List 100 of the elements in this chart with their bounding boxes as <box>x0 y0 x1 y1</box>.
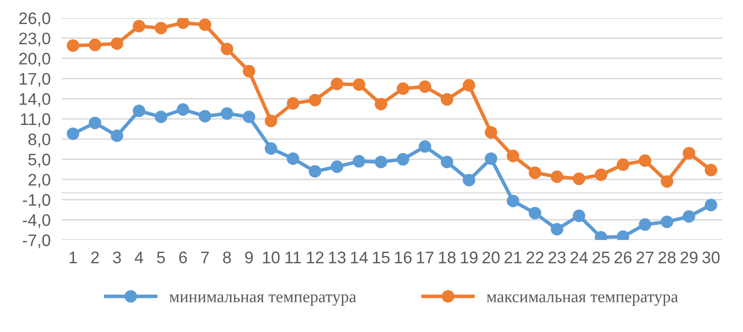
point <box>154 110 168 124</box>
point <box>374 98 388 110</box>
point <box>440 156 454 168</box>
y-tick-label: 14,0 <box>20 93 50 107</box>
point <box>418 140 432 153</box>
point <box>550 170 564 184</box>
x-tick-label: 24 <box>570 252 588 264</box>
point <box>484 152 498 165</box>
point <box>572 172 586 186</box>
x-tick-label: 29 <box>680 252 698 264</box>
x-tick-label: 3 <box>113 252 121 264</box>
x-tick-label: 5 <box>157 252 165 264</box>
point <box>704 164 718 176</box>
y-tick-label: 2,0 <box>28 174 50 188</box>
x-tick-label: 1 <box>70 252 77 264</box>
x-tick-label: 20 <box>482 252 500 264</box>
x-tick-label: 13 <box>329 252 346 264</box>
point <box>396 153 410 166</box>
x-tick-label: 28 <box>658 252 676 264</box>
x-tick-label: 6 <box>179 252 187 264</box>
point <box>352 78 366 91</box>
point <box>484 126 498 139</box>
point <box>396 82 410 95</box>
point <box>528 206 542 220</box>
x-tick-label: 15 <box>373 252 390 264</box>
x-tick-label: 8 <box>223 252 231 264</box>
x-tick-label: 7 <box>201 252 209 264</box>
point <box>198 18 212 31</box>
point <box>242 64 256 78</box>
point <box>88 38 102 52</box>
point <box>176 103 190 116</box>
point <box>704 198 718 212</box>
legend-label: минимальная температура <box>169 294 356 306</box>
x-tick-label: 19 <box>461 252 478 264</box>
point <box>682 210 696 223</box>
point <box>682 146 696 160</box>
x-tick-label: 16 <box>395 252 412 264</box>
point <box>638 218 652 231</box>
x-tick-label: 12 <box>307 252 324 264</box>
point <box>264 142 278 155</box>
x-tick-label: 27 <box>636 252 654 264</box>
x-tick-label: 17 <box>417 252 434 264</box>
x-tick-label: 26 <box>614 252 632 264</box>
point <box>110 129 124 142</box>
point <box>264 114 278 128</box>
point <box>594 168 608 181</box>
point <box>132 104 146 118</box>
point <box>330 78 344 90</box>
y-tick-label: -1,0 <box>22 194 50 208</box>
x-tick-label: 30 <box>702 252 720 264</box>
x-tick-label: 23 <box>548 252 566 264</box>
legend-label: максимальная температура <box>486 294 678 306</box>
y-tick-label: 17,0 <box>20 72 50 87</box>
point <box>110 37 124 50</box>
x-tick-label: 21 <box>504 252 522 264</box>
point <box>462 174 476 186</box>
point <box>308 165 322 178</box>
point <box>242 110 256 124</box>
x-tick-label: 9 <box>245 252 253 264</box>
point <box>66 127 80 140</box>
point <box>286 152 300 165</box>
x-tick-label: 2 <box>91 252 99 264</box>
point <box>220 107 234 120</box>
point <box>550 222 564 236</box>
point <box>330 160 344 173</box>
x-tick-label: 22 <box>526 252 544 264</box>
point <box>660 175 674 188</box>
y-tick-label: 8,0 <box>28 133 50 148</box>
point <box>154 22 168 34</box>
x-tick-label: 14 <box>351 252 368 264</box>
point <box>308 94 322 106</box>
x-tick-label: 25 <box>592 252 610 264</box>
point <box>220 42 234 56</box>
point <box>132 20 146 32</box>
point <box>440 93 454 106</box>
point <box>88 116 102 130</box>
y-tick-label: 26,0 <box>19 12 50 26</box>
point <box>572 210 586 222</box>
point <box>418 80 432 93</box>
point <box>660 216 674 228</box>
point <box>66 39 80 52</box>
y-tick-label: 11,0 <box>20 113 50 128</box>
y-tick-label: -7,0 <box>22 234 50 248</box>
point <box>616 158 630 171</box>
x-tick-label: 4 <box>134 252 144 264</box>
y-tick-label: 5,0 <box>28 154 50 168</box>
point <box>198 110 212 122</box>
x-tick-label: 10 <box>263 252 280 264</box>
point <box>374 156 388 168</box>
point <box>638 154 652 167</box>
point <box>286 97 300 110</box>
point <box>528 166 542 179</box>
point <box>462 79 476 92</box>
y-tick-label: 23,0 <box>19 32 50 46</box>
y-tick-label: -4,0 <box>22 214 50 228</box>
x-tick-label: 18 <box>439 252 456 264</box>
point <box>176 18 190 29</box>
y-tick-label: 20,0 <box>19 52 50 67</box>
x-tick-label: 11 <box>286 252 301 264</box>
point <box>506 150 520 162</box>
